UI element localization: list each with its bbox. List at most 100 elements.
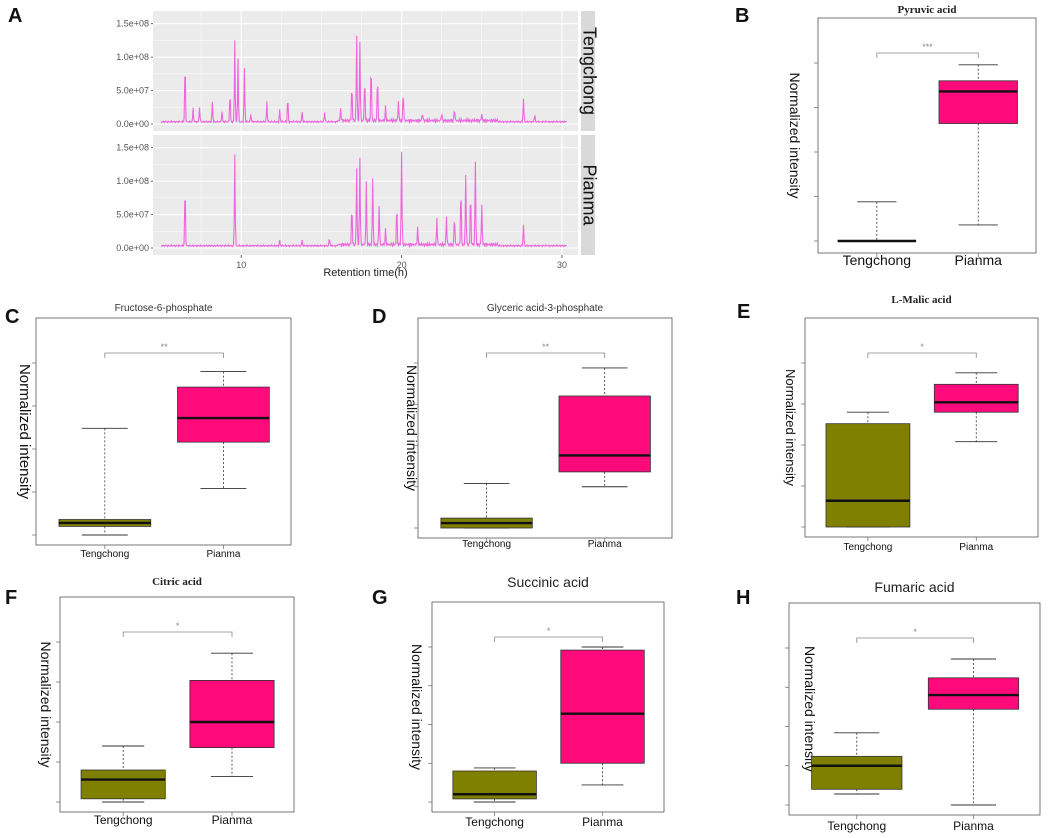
panel-label-g: G — [372, 587, 388, 609]
plot-title: L-Malic acid — [891, 294, 951, 306]
panel-e: E L-Malic acid Normalized intensity * Tengch… — [737, 294, 1039, 553]
plot-frame — [59, 596, 295, 813]
y-axis-label: Normalized intensity — [787, 72, 803, 198]
x-tick-label: Tengchong — [80, 549, 129, 560]
significance-marker: ** — [161, 342, 169, 352]
box-tengchong: Tengchong — [440, 483, 533, 550]
chromatogram-trace — [160, 151, 567, 249]
y-axis-label: Normalized intensity — [16, 364, 33, 500]
significance-marker: *** — [922, 42, 933, 52]
plot-frame — [35, 317, 292, 546]
chromatogram-tengchong: Tengchong 0.0e+00 5.0e+07 1.0e+08 1.5e+08 — [116, 11, 599, 131]
box-pianma: Pianma — [177, 371, 270, 560]
y-axis-label: Normalized intensity — [38, 641, 54, 767]
panel-label-d: D — [372, 306, 386, 328]
significance-marker: * — [913, 627, 917, 637]
plot-title: Fructose-6-phosphate — [115, 303, 213, 314]
x-tick-label: Pianma — [959, 542, 993, 553]
plot-title: Succinic acid — [507, 574, 589, 590]
box-iqr — [938, 80, 1018, 124]
x-tick-label: Tengchong — [843, 542, 892, 553]
box-iqr — [811, 755, 903, 790]
plot-title: Citric acid — [152, 576, 202, 588]
box-tengchong: Tengchong — [837, 201, 917, 268]
y-axis-label: Normalized intensity — [409, 644, 425, 770]
panel-f: F Citric acid Normalized intensity * Tengcho… — [5, 576, 295, 827]
x-tick-label: Pianma — [212, 813, 253, 827]
chromatogram-pianma: Pianma 0.0e+00 5.0e+07 1.0e+08 1.5e+08 10 20 30 — [116, 135, 599, 270]
panel-d: D Glyceric acid-3-phosphate Normalized int… — [372, 303, 673, 550]
y-axis-label: Normalized intensity — [783, 369, 798, 487]
plot-frame — [417, 317, 673, 539]
x-tick-label: Pianma — [954, 252, 1002, 268]
box-iqr — [177, 386, 270, 443]
panel-a: ATengchong0.0e+005.0e+071.0e+081.5e+08Pi… — [8, 5, 599, 279]
panel-b: B Pyruvic acid Normalized intensity *** Teng… — [735, 4, 1037, 268]
panel-label-e: E — [737, 301, 750, 323]
x-tick-label: Tengchong — [462, 539, 511, 550]
y-tick-label: 0.0e+00 — [116, 243, 149, 253]
panel-label-f: F — [5, 587, 17, 609]
plot-frame — [431, 601, 665, 813]
box-iqr — [80, 769, 166, 800]
x-tick-label: Pianma — [582, 815, 623, 829]
plot-title: Pyruvic acid — [898, 4, 957, 16]
facet-strip-label: Pianma — [579, 164, 599, 226]
box-pianma: Pianma — [560, 646, 645, 829]
box-pianma: Pianma — [938, 64, 1018, 268]
x-tick-label: 20 — [397, 260, 407, 270]
significance-bracket — [486, 352, 606, 358]
x-tick-label: 10 — [236, 260, 246, 270]
x-tick-label: Tengchong — [843, 252, 912, 268]
significance-marker: * — [176, 621, 180, 631]
box-iqr — [189, 680, 275, 749]
box-tengchong: Tengchong — [825, 411, 911, 553]
y-tick-label: 1.5e+08 — [116, 19, 149, 29]
box-pianma: Pianma — [927, 658, 1020, 833]
panel-label-c: C — [5, 306, 19, 328]
facet-strip — [581, 11, 595, 131]
significance-bracket — [122, 631, 233, 637]
plot-frame — [804, 317, 1039, 538]
box-iqr — [560, 649, 645, 764]
plot-title: Glyceric acid-3-phosphate — [487, 303, 604, 314]
panel-h: H Fumaric acid Normalized intensity * Tengch… — [736, 579, 1041, 833]
box-pianma: Pianma — [933, 372, 1019, 553]
box-tengchong: Tengchong — [452, 767, 537, 829]
panel-g: G Succinic acid Normalized intensity * Tengc… — [372, 574, 665, 829]
x-tick-label: 30 — [557, 260, 567, 270]
x-tick-label: Tengchong — [465, 815, 524, 829]
x-tick-label: Tengchong — [94, 813, 153, 827]
x-tick-label: Pianma — [953, 819, 994, 833]
significance-bracket — [494, 636, 603, 642]
significance-marker: ** — [542, 342, 550, 352]
chromatogram-trace — [160, 35, 567, 125]
y-tick-label: 0.0e+00 — [116, 119, 149, 129]
panel-label-b: B — [735, 5, 749, 27]
plot-frame — [817, 17, 1037, 254]
significance-bracket — [876, 52, 979, 58]
plot-title: Fumaric acid — [874, 579, 954, 595]
box-tengchong: Tengchong — [811, 732, 903, 833]
box-iqr — [825, 423, 911, 528]
significance-bracket — [867, 352, 977, 358]
panel-label-h: H — [736, 587, 750, 609]
significance-marker: * — [920, 342, 924, 352]
box-iqr — [927, 677, 1020, 710]
panel-c: C Fructose-6-phosphate Normalized intensit… — [5, 303, 292, 560]
facet-strip — [581, 135, 595, 255]
y-tick-label: 1.0e+08 — [116, 52, 149, 62]
plot-frame — [788, 602, 1041, 816]
y-axis-label: Normalized intensity — [802, 646, 818, 772]
x-tick-label: Pianma — [206, 549, 240, 560]
x-axis-title: Retention time(h) — [323, 267, 407, 279]
panel-label-a: A — [8, 5, 22, 27]
box-tengchong: Tengchong — [80, 745, 166, 827]
y-tick-label: 5.0e+07 — [116, 210, 149, 220]
box-pianma: Pianma — [558, 367, 651, 550]
x-tick-label: Pianma — [588, 539, 622, 550]
box-iqr — [558, 395, 651, 473]
y-tick-label: 1.0e+08 — [116, 176, 149, 186]
y-axis-label: Normalized intensity — [404, 365, 420, 491]
